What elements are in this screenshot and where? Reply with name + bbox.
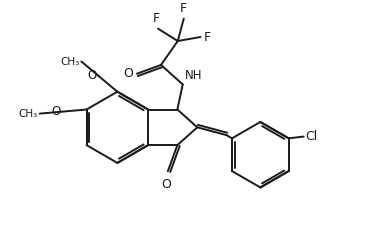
Text: Cl: Cl xyxy=(305,130,317,143)
Text: O: O xyxy=(88,69,97,82)
Text: F: F xyxy=(153,12,160,25)
Text: NH: NH xyxy=(185,69,202,82)
Text: O: O xyxy=(51,105,60,118)
Text: O: O xyxy=(161,178,171,191)
Text: O: O xyxy=(123,67,133,80)
Text: CH₃: CH₃ xyxy=(19,109,38,119)
Text: F: F xyxy=(180,2,187,15)
Text: F: F xyxy=(204,31,211,44)
Text: CH₃: CH₃ xyxy=(60,57,80,66)
